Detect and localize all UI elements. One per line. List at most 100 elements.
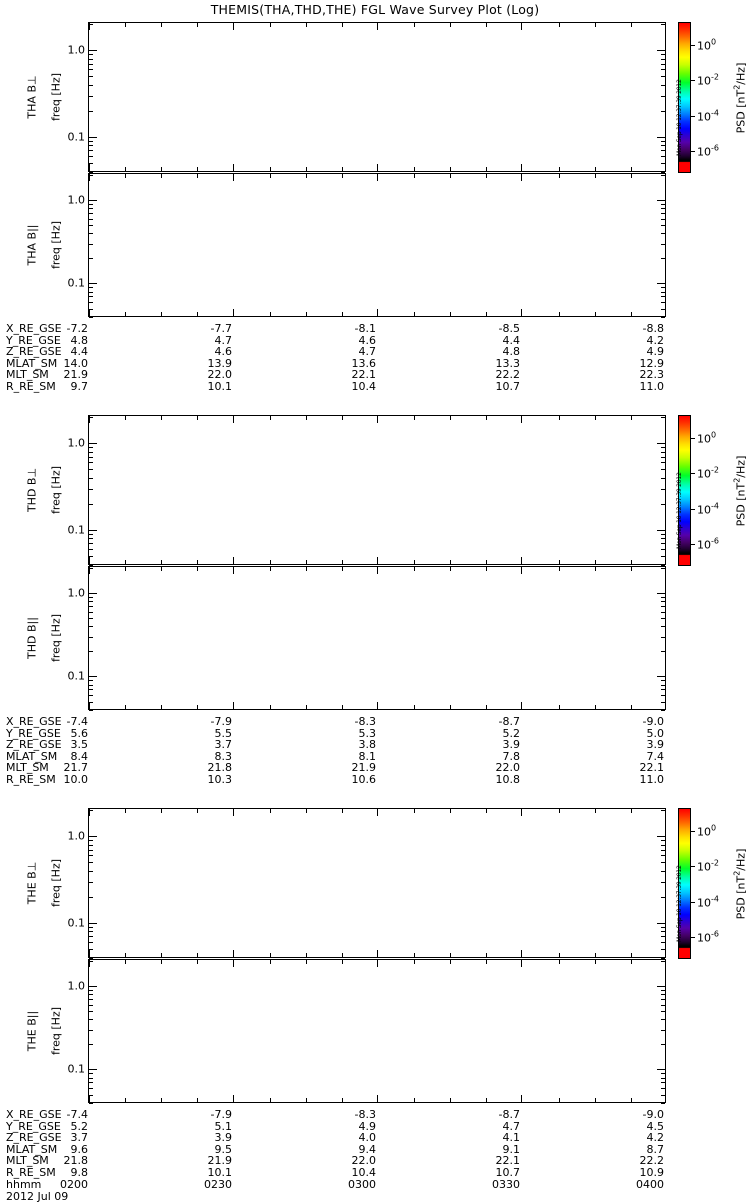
x-tick-minor: [161, 960, 162, 964]
x-tick-minor: [595, 174, 596, 178]
x-tick-major: [89, 950, 90, 957]
x-tick-major: [233, 416, 234, 423]
ephemeris-value: 22.2: [639, 1154, 665, 1168]
ephemeris-row: MLAT_SM 14.0 13.9 13.6 13.3 12.9: [0, 357, 750, 370]
y-tick-label: 1.0: [67, 43, 86, 57]
y-tick-minor: [89, 1094, 93, 1096]
x-tick-minor: [559, 23, 560, 27]
ephemeris-value: 11.0: [639, 379, 665, 393]
colorbar-tick-label: 10-6: [697, 143, 719, 158]
x-tick-minor: [161, 567, 162, 571]
page-title: THEMIS(THA,THD,THE) FGL Wave Survey Plot…: [210, 2, 540, 17]
y-tick-minor: [661, 564, 665, 566]
y-tick-minor: [661, 1094, 665, 1096]
ephemeris-label: MLT_SM: [6, 368, 49, 382]
ephemeris-value: 4.9: [646, 345, 665, 359]
y-tick-minor: [661, 110, 665, 112]
y-tick-minor: [89, 233, 93, 235]
x-tick-minor: [270, 953, 271, 957]
x-tick-minor: [486, 960, 487, 964]
x-tick-major: [377, 23, 378, 30]
x-tick-minor: [270, 23, 271, 27]
ephemeris-label: X_RE_GSE: [6, 1108, 62, 1121]
x-tick-minor: [486, 23, 487, 27]
panel-tha-par: 1.0 0.1: [68, 173, 666, 318]
y-tick-minor: [89, 533, 93, 535]
y-tick-minor: [661, 680, 665, 682]
ephemeris-value: 4.4: [70, 345, 89, 359]
ephemeris-label: X_RE_GSE: [6, 322, 62, 335]
ephemeris-row: MLAT_SM 8.4 8.3 8.1 7.8 7.4: [0, 749, 750, 763]
y-tick-major: [657, 836, 665, 838]
x-tick-major: [521, 164, 522, 171]
x-tick-major: [377, 309, 378, 316]
x-tick-minor: [342, 705, 343, 709]
ephemeris-row: MLAT_SM 9.6 9.5 9.4 9.1 8.7: [0, 1142, 750, 1156]
ephemeris-value: 9.6: [70, 1142, 89, 1156]
ephemeris-value: 4.6: [358, 333, 377, 347]
x-tick-minor: [342, 960, 343, 964]
x-tick-minor: [306, 174, 307, 178]
x-tick-minor: [197, 1098, 198, 1102]
panel-label-thd-par: THD B||: [25, 617, 39, 659]
y-tick-minor: [661, 1077, 665, 1079]
freq-axis-label: freq [Hz]: [49, 465, 63, 515]
y-tick-minor: [89, 225, 93, 227]
y-tick-minor: [661, 1102, 665, 1104]
x-tick-major: [89, 416, 90, 423]
x-tick-minor: [595, 312, 596, 316]
y-tick-minor: [89, 601, 93, 603]
y-tick-minor: [89, 855, 93, 857]
y-tick-minor: [89, 689, 93, 691]
ephemeris-value: 10.3: [207, 772, 233, 786]
ephemeris-value: 10.0: [63, 772, 89, 786]
panel-thd-par: 1.0 0.1: [68, 566, 666, 711]
ephemeris-label: Y_RE_GSE: [6, 333, 61, 347]
x-tick-major: [233, 567, 234, 574]
y-tick-minor: [89, 870, 93, 872]
colorbar-tick-label: 10-2: [697, 466, 719, 481]
y-tick-minor: [661, 870, 665, 872]
ephemeris-value: 21.9: [207, 1154, 233, 1168]
y-tick-minor: [89, 140, 93, 142]
y-tick-minor: [661, 218, 665, 220]
ephemeris-value: 8.1: [358, 749, 377, 763]
ephemeris-label: Z_RE_GSE: [6, 738, 62, 752]
ephemeris-value: -9.0: [642, 715, 664, 728]
panel-label-tha-perp: THA B⊥: [25, 75, 39, 119]
y-tick-minor: [661, 208, 665, 210]
y-tick-minor: [661, 533, 665, 535]
y-tick-minor: [661, 881, 665, 883]
colorbar-tick-label: 100: [697, 823, 717, 839]
ephemeris-value: -7.4: [66, 1108, 88, 1121]
x-tick-major: [233, 557, 234, 564]
y-tick-minor: [89, 862, 93, 864]
ephemeris-value: 9.7: [70, 379, 89, 393]
x-tick-minor: [559, 560, 560, 564]
x-tick-minor: [486, 809, 487, 813]
y-tick-minor: [661, 844, 665, 846]
ephemeris-value: 4.4: [502, 333, 521, 347]
x-tick-minor: [342, 416, 343, 420]
x-tick-major: [665, 416, 666, 423]
y-tick-minor: [89, 538, 93, 540]
x-tick-major: [665, 557, 666, 564]
colorbar-tick: [690, 901, 695, 903]
x-tick-major: [665, 309, 666, 316]
y-tick-minor: [89, 556, 93, 558]
y-tick-minor: [661, 291, 665, 293]
x-tick-minor: [631, 23, 632, 27]
x-tick-major: [521, 702, 522, 709]
ephemeris-value: 10.7: [495, 1165, 521, 1179]
colorbar-tick: [690, 866, 695, 868]
x-tick-minor: [414, 560, 415, 564]
y-tick-minor: [89, 451, 93, 453]
y-tick-minor: [661, 233, 665, 235]
y-tick-minor: [661, 488, 665, 490]
x-tick-minor: [559, 567, 560, 571]
ephemeris-label: R_RE_SM: [6, 772, 56, 786]
ephemeris-value: 3.9: [214, 1131, 233, 1145]
ephemeris-value: 4.0: [358, 1131, 377, 1145]
y-tick-minor: [661, 69, 665, 71]
colorbar-tick-label: 10-2: [697, 859, 719, 874]
